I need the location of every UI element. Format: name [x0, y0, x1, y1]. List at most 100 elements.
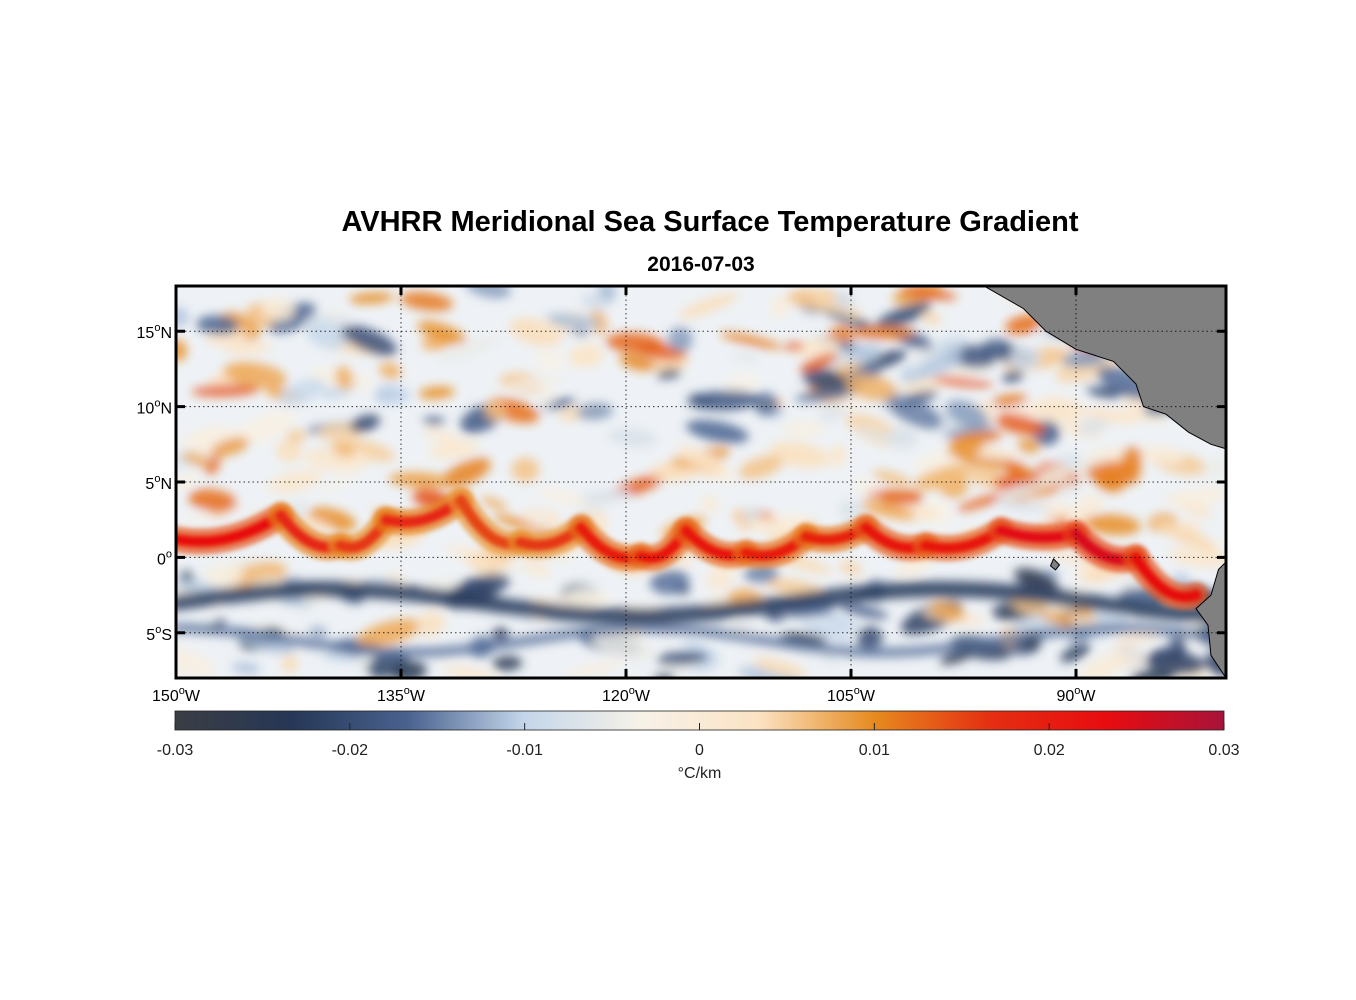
equatorial-front — [176, 487, 1209, 610]
x-tick-label: 90oW — [1056, 685, 1096, 705]
field-blob — [996, 500, 1053, 512]
field-blob — [649, 462, 697, 482]
field-blob — [913, 466, 965, 490]
y-tick-label: 5oS — [146, 624, 172, 644]
field-blob — [838, 499, 864, 522]
field-blob — [279, 378, 325, 406]
field-blob — [267, 470, 322, 493]
field-blob — [849, 343, 882, 365]
field-blob — [438, 335, 501, 364]
field-blob — [192, 384, 260, 397]
field-blob — [917, 350, 962, 378]
field-blob — [525, 511, 551, 528]
field-blob — [799, 619, 854, 643]
field-blob — [275, 441, 303, 462]
x-tick-label: 135oW — [377, 685, 426, 705]
field-blob — [350, 414, 380, 433]
land-galapagos — [1049, 558, 1061, 571]
field-blob — [544, 591, 611, 609]
field-blob — [678, 292, 739, 319]
field-blob — [485, 401, 506, 420]
field-blob — [941, 425, 996, 438]
field-blob — [1083, 514, 1141, 536]
field-blob — [481, 496, 508, 511]
field-blob — [731, 352, 759, 362]
field-blob — [939, 650, 973, 665]
field-blob — [991, 394, 1028, 407]
field-blob — [899, 287, 958, 300]
field-blob — [385, 386, 411, 404]
y-tick-label: 10oN — [137, 398, 172, 418]
field-blob — [1060, 643, 1091, 663]
field-blob — [1168, 486, 1226, 508]
field-blob — [591, 631, 656, 661]
field-blob — [1113, 633, 1159, 646]
field-blob — [1144, 650, 1206, 675]
field-blob — [723, 374, 759, 393]
field-blob — [1202, 454, 1226, 478]
colorbar-tick-label: -0.03 — [157, 742, 194, 759]
field-blob — [947, 437, 983, 459]
field-blob — [896, 558, 928, 576]
field-blob — [860, 501, 916, 520]
field-blob — [874, 301, 932, 330]
colorbar-tick-label: -0.02 — [332, 742, 369, 759]
field-blob — [441, 457, 491, 488]
field-blob — [534, 350, 565, 371]
field-blob — [416, 612, 445, 636]
field-blob — [181, 452, 211, 466]
colorbar-unit-label: °C/km — [678, 765, 722, 782]
field-blob — [716, 467, 735, 484]
field-blob — [423, 416, 446, 426]
field-blob — [932, 376, 993, 388]
field-blob — [881, 495, 924, 506]
field-blob — [492, 627, 509, 641]
field-blob — [502, 376, 565, 391]
colorbar-tick-label: -0.01 — [506, 742, 543, 759]
field-blob — [809, 291, 863, 319]
field-blob — [997, 482, 1042, 502]
field-blob — [676, 445, 723, 472]
field-blob — [546, 313, 601, 329]
colorbar-tick-label: 0.02 — [1034, 742, 1065, 759]
x-tick-label: 120oW — [602, 685, 651, 705]
field-blob — [305, 321, 348, 350]
field-blob — [699, 495, 721, 513]
field-blob — [332, 441, 355, 458]
field-blob — [768, 441, 830, 468]
field-blob — [656, 651, 709, 666]
y-tick-label: 0o — [157, 548, 172, 568]
field-blob — [196, 315, 239, 335]
front-segment — [1130, 551, 1202, 603]
field-blob — [1014, 568, 1059, 594]
field-blob — [828, 443, 847, 468]
field-blob — [680, 640, 705, 649]
field-blob — [791, 337, 841, 358]
field-blob — [466, 552, 500, 575]
field-blob — [281, 654, 299, 673]
field-blob — [753, 392, 778, 415]
field-blob — [1036, 465, 1073, 486]
field-blob — [1017, 438, 1040, 454]
field-blob — [851, 478, 881, 494]
field-blob — [686, 419, 749, 444]
field-blob — [608, 427, 657, 448]
field-blob — [537, 383, 556, 408]
field-blob — [933, 335, 968, 354]
field-blob — [956, 491, 1012, 512]
field-blob — [342, 439, 395, 462]
field-blob — [857, 626, 883, 650]
field-blob — [492, 656, 523, 671]
field-blob — [691, 390, 760, 411]
field-blob — [348, 292, 394, 304]
field-blob — [838, 603, 889, 619]
field-blob — [921, 311, 941, 325]
field-blob — [854, 427, 913, 447]
field-blob — [838, 561, 863, 575]
field-blob — [794, 388, 857, 402]
chart-title: AVHRR Meridional Sea Surface Temperature… — [341, 206, 1079, 238]
field-blob — [260, 297, 295, 322]
field-blob — [765, 578, 824, 596]
field-blob — [522, 558, 551, 578]
negative-band-south-2 — [176, 623, 1226, 658]
